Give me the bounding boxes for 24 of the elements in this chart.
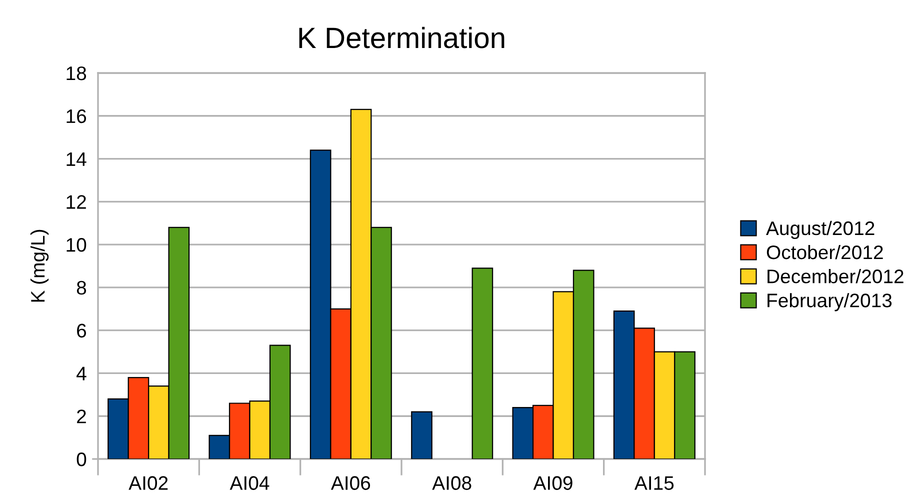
y-tick-label: 18 (66, 66, 86, 80)
legend-label: December/2012 (768, 269, 904, 284)
y-tick-label: 12 (66, 195, 86, 209)
legend-label: August/2012 (766, 220, 874, 240)
x-tick-label: AI06 (330, 476, 370, 490)
y-tick-label: 4 (76, 366, 86, 380)
y-tick-label: 0 (76, 452, 86, 466)
bar (472, 268, 494, 459)
x-tick-label: AI02 (128, 476, 168, 490)
y-tick-label: 16 (66, 109, 86, 124)
legend-label: October/2012 (766, 244, 883, 260)
x-tick-label: AI15 (634, 476, 674, 490)
x-tick-label: AI04 (230, 476, 270, 490)
legend-label: February/2013 (768, 293, 892, 312)
x-tick-label: AI09 (533, 476, 572, 490)
y-tick-label: 8 (76, 280, 86, 295)
chart-title: K Determination (299, 26, 504, 48)
y-tick-label: 2 (77, 410, 86, 424)
x-tick-label: AI08 (432, 476, 472, 490)
bar (411, 411, 432, 459)
y-tick-label: 10 (66, 238, 86, 252)
y-tick-label: 14 (66, 152, 86, 166)
y-tick-label: 6 (77, 324, 86, 338)
y-axis-title: K (mg/L) (30, 230, 49, 302)
